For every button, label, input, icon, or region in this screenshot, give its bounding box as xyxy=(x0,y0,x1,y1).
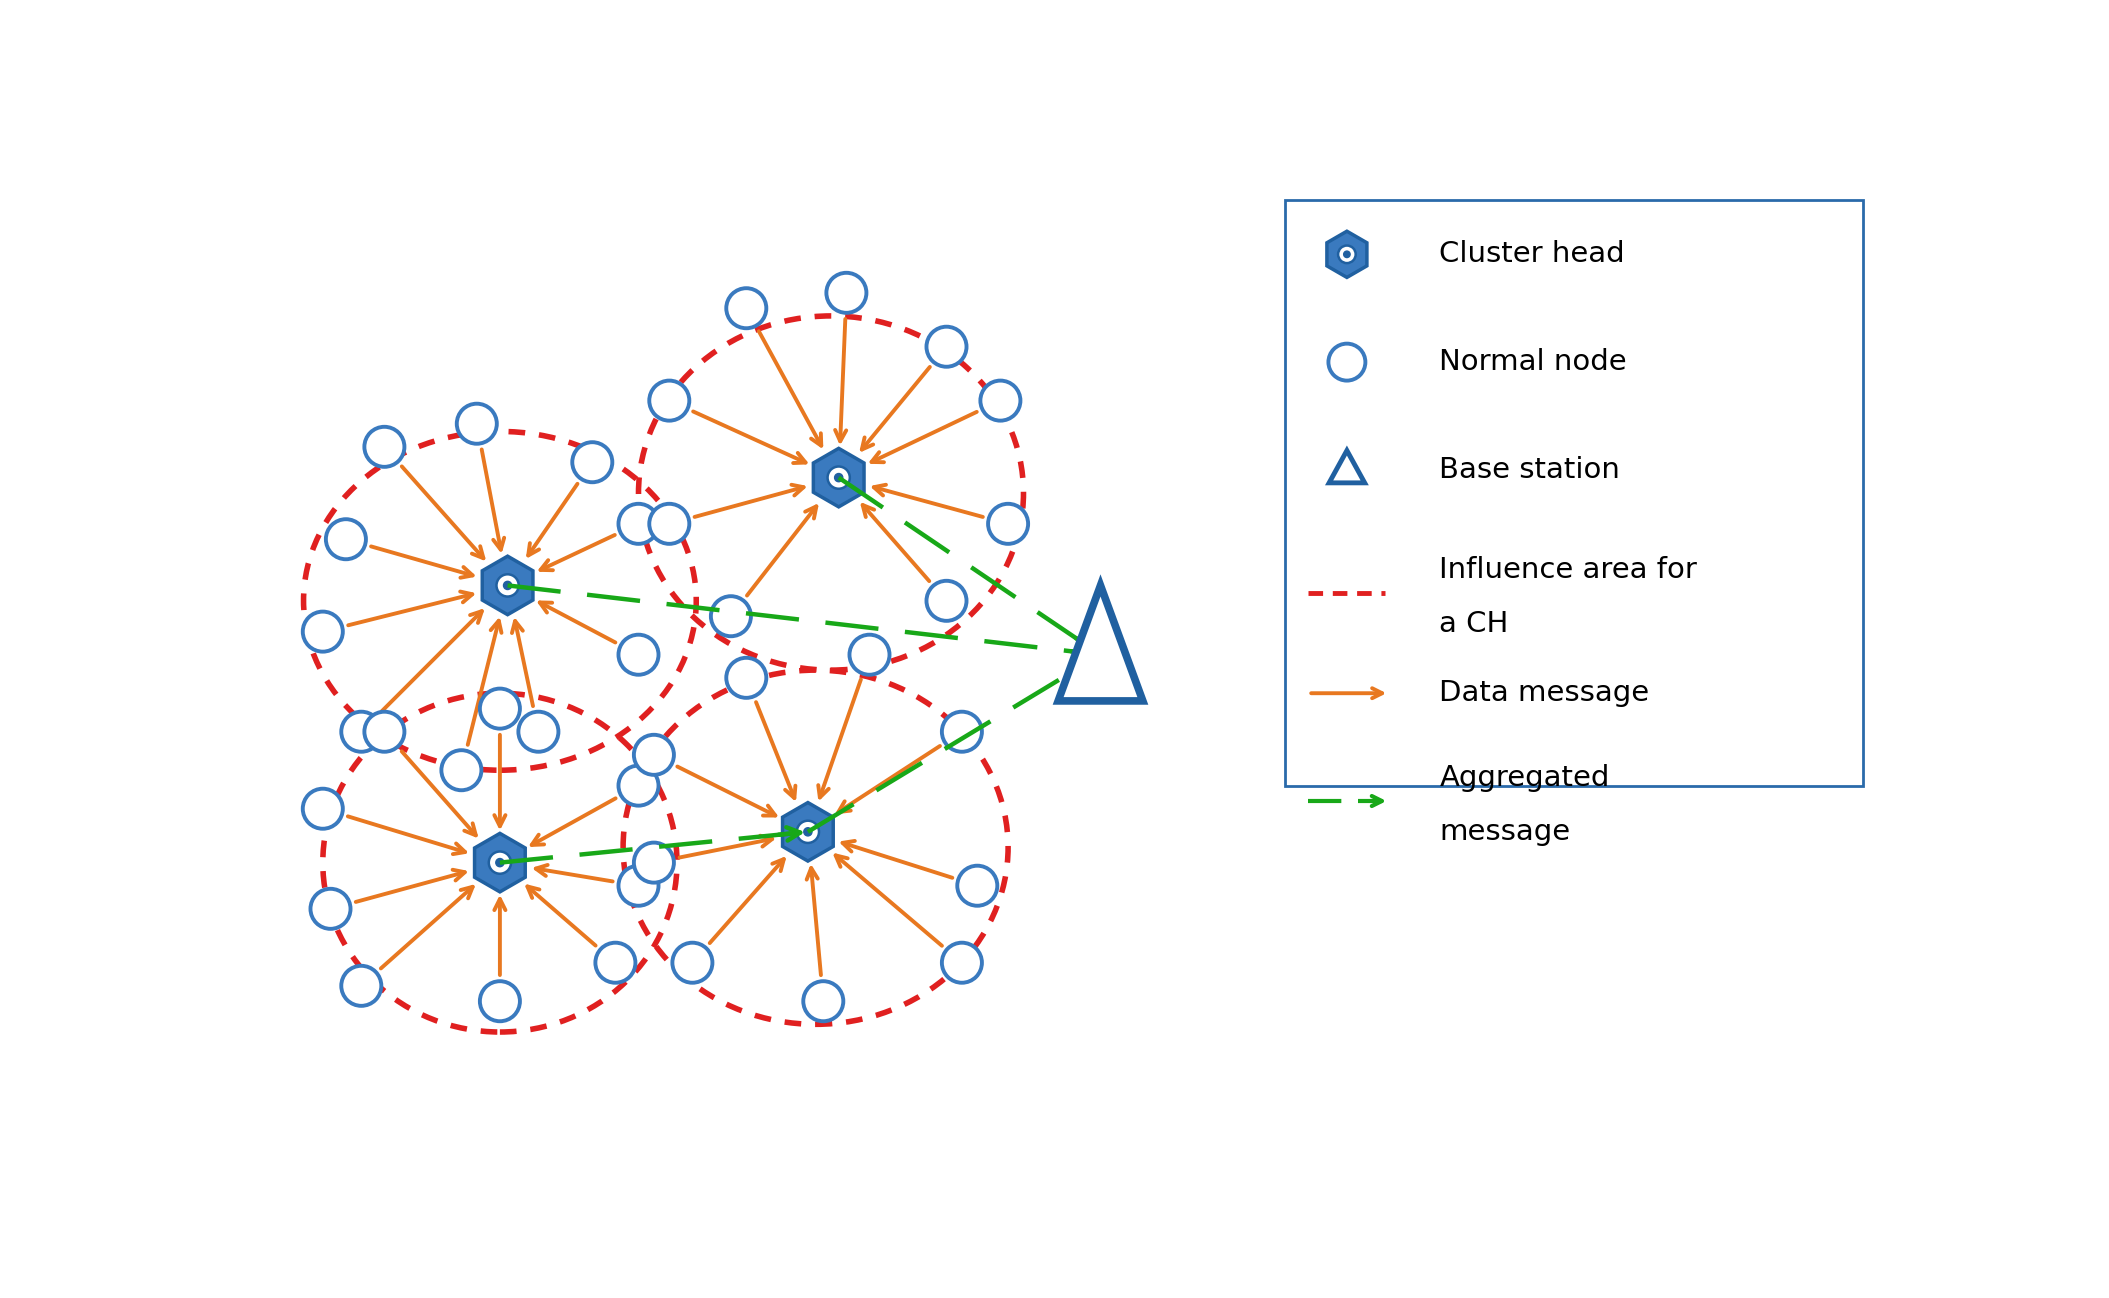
Circle shape xyxy=(989,504,1027,544)
Circle shape xyxy=(827,466,850,489)
Circle shape xyxy=(1337,245,1356,263)
Circle shape xyxy=(310,889,350,929)
Circle shape xyxy=(725,658,766,698)
Circle shape xyxy=(342,711,382,752)
Text: message: message xyxy=(1438,818,1571,846)
Polygon shape xyxy=(1329,450,1365,483)
Circle shape xyxy=(850,635,890,675)
Circle shape xyxy=(618,766,658,806)
Polygon shape xyxy=(1059,585,1143,701)
Circle shape xyxy=(595,942,635,983)
Polygon shape xyxy=(1327,231,1367,278)
Polygon shape xyxy=(483,556,534,615)
FancyBboxPatch shape xyxy=(1284,200,1862,785)
Circle shape xyxy=(650,504,690,544)
Circle shape xyxy=(827,273,867,313)
Circle shape xyxy=(926,327,966,367)
Circle shape xyxy=(618,504,658,544)
Polygon shape xyxy=(782,802,833,861)
Circle shape xyxy=(673,942,713,983)
Circle shape xyxy=(327,519,367,559)
Circle shape xyxy=(957,866,998,906)
Circle shape xyxy=(711,596,751,636)
Circle shape xyxy=(489,851,510,874)
Circle shape xyxy=(365,711,405,752)
Circle shape xyxy=(635,735,675,775)
Circle shape xyxy=(496,574,519,597)
Circle shape xyxy=(943,942,983,983)
Polygon shape xyxy=(814,448,865,508)
Circle shape xyxy=(496,858,504,867)
Circle shape xyxy=(481,689,521,728)
Circle shape xyxy=(365,427,405,467)
Circle shape xyxy=(342,966,382,1006)
Circle shape xyxy=(504,582,512,589)
Text: Normal node: Normal node xyxy=(1438,348,1626,376)
Circle shape xyxy=(572,443,612,483)
Text: Influence area for: Influence area for xyxy=(1438,556,1698,584)
Text: Base station: Base station xyxy=(1438,456,1620,484)
Circle shape xyxy=(458,404,498,444)
Circle shape xyxy=(519,711,559,752)
Circle shape xyxy=(304,611,344,652)
Text: Data message: Data message xyxy=(1438,679,1649,707)
Text: a CH: a CH xyxy=(1438,610,1508,637)
Polygon shape xyxy=(475,833,525,892)
Circle shape xyxy=(635,842,675,883)
Circle shape xyxy=(1329,344,1365,380)
Circle shape xyxy=(618,635,658,675)
Circle shape xyxy=(304,789,344,828)
Circle shape xyxy=(797,820,818,842)
Circle shape xyxy=(835,474,844,482)
Circle shape xyxy=(441,750,481,790)
Circle shape xyxy=(725,288,766,328)
Circle shape xyxy=(650,380,690,421)
Circle shape xyxy=(981,380,1021,421)
Circle shape xyxy=(618,866,658,906)
Circle shape xyxy=(481,981,521,1022)
Circle shape xyxy=(926,580,966,620)
Text: Cluster head: Cluster head xyxy=(1438,240,1624,269)
Circle shape xyxy=(943,711,983,752)
Circle shape xyxy=(804,828,812,836)
Circle shape xyxy=(804,981,844,1022)
Text: Aggregated: Aggregated xyxy=(1438,765,1609,792)
Circle shape xyxy=(1343,251,1350,257)
